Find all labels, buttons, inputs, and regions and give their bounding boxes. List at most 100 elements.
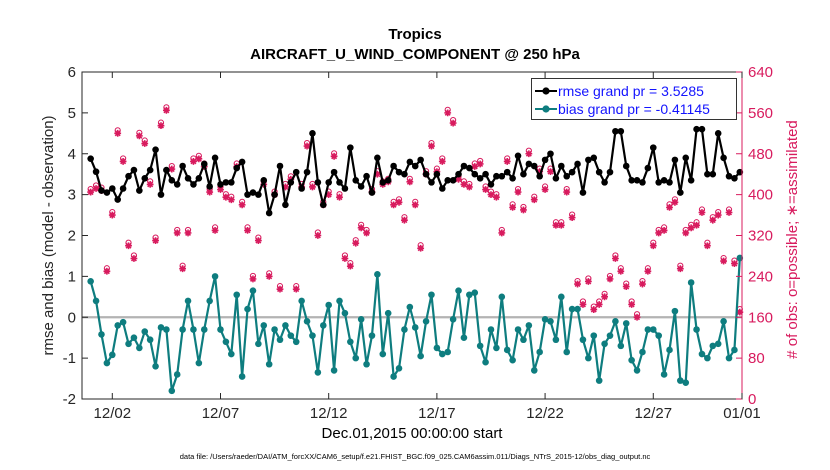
rmse-point: [314, 179, 322, 186]
rmse-point: [639, 179, 646, 186]
bias-point: [568, 305, 576, 313]
obs-assimilated-point: [687, 224, 695, 232]
bias-point: [357, 315, 365, 323]
obs-assimilated-point: [119, 158, 127, 165]
rmse-point: [222, 179, 230, 186]
bias-point: [260, 322, 268, 329]
obs-assimilated-point: [644, 267, 652, 275]
rmse-point: [649, 144, 657, 151]
rmse-point: [666, 179, 673, 186]
y-right-tick-label: 320: [748, 228, 773, 245]
bias-point: [660, 371, 668, 378]
rmse-point: [709, 170, 717, 178]
obs-assimilated-point: [135, 132, 143, 140]
bias-point: [319, 322, 327, 329]
obs-assimilated-point: [195, 155, 203, 163]
y-left-tick-label: 6: [68, 64, 76, 81]
bias-point: [455, 287, 462, 294]
bias-point: [190, 326, 197, 333]
rmse-point: [503, 168, 511, 176]
bias-point: [536, 348, 543, 356]
bias-point: [184, 297, 192, 305]
bias-point: [163, 326, 170, 333]
rmse-point: [260, 177, 268, 184]
obs-assimilated-point: [341, 255, 349, 262]
rmse-point: [179, 162, 186, 170]
obs-assimilated-point: [157, 122, 165, 130]
obs-assimilated-point: [574, 280, 581, 288]
bias-point: [720, 318, 727, 325]
bias-point: [287, 332, 295, 339]
bias-point: [298, 297, 305, 305]
y-left-axis-label: rmse and bias (model - observation): [40, 115, 57, 355]
obs-assimilated-point: [579, 301, 587, 308]
bias-point: [152, 363, 159, 370]
bias-point: [303, 318, 311, 325]
rmse-point: [476, 174, 484, 182]
bias-point: [520, 336, 527, 344]
bias-point: [211, 273, 219, 280]
bias-point: [503, 346, 511, 354]
obs-assimilated-point: [606, 275, 614, 283]
bias-point: [341, 309, 349, 317]
bias-point: [146, 336, 154, 344]
chart-title: Tropics: [388, 26, 442, 43]
bias-point: [585, 354, 592, 362]
rmse-point: [130, 166, 138, 174]
bias-point: [125, 340, 132, 348]
legend-label-bias: bias grand pr = -0.41145: [558, 101, 710, 117]
bias-point: [249, 287, 257, 294]
obs-assimilated-point: [498, 229, 506, 237]
data-file-footnote: data file: /Users/raeder/DAI/ATM_forcXX/…: [179, 452, 651, 461]
obs-assimilated-point: [622, 283, 630, 290]
bias-point: [395, 365, 403, 372]
obs-assimilated-point: [87, 188, 95, 196]
obs-assimilated-point: [547, 168, 554, 176]
bias-point: [612, 318, 619, 325]
rmse-point: [530, 162, 538, 170]
rmse-point: [541, 156, 549, 164]
obs-assimilated-point: [584, 278, 592, 285]
obs-assimilated-point: [303, 142, 311, 150]
rmse-point: [574, 160, 581, 168]
bias-point: [130, 334, 138, 341]
y-left-tick-label: -1: [63, 350, 76, 367]
bias-point: [482, 358, 489, 366]
bias-point: [736, 254, 744, 262]
rmse-point: [163, 166, 170, 174]
rmse-point: [190, 181, 197, 188]
obs-assimilated-point: [238, 201, 246, 209]
bias-point: [547, 318, 554, 325]
bias-point: [590, 332, 598, 339]
obs-assimilated-point: [660, 226, 668, 234]
rmse-point: [152, 146, 159, 153]
bias-point: [714, 340, 722, 348]
obs-assimilated-point: [206, 188, 214, 196]
y-left-tick-label: 5: [68, 105, 76, 122]
y-left-tick-label: 2: [68, 228, 76, 245]
rmse-point: [460, 162, 468, 170]
obs-assimilated-point: [325, 191, 333, 199]
obs-assimilated-point: [649, 242, 657, 250]
rmse-point: [374, 154, 381, 162]
x-tick-label: 12/02: [94, 405, 132, 422]
chart-subtitle: AIRCRAFT_U_WIND_COMPONENT @ 250 hPa: [250, 46, 580, 63]
bias-point: [725, 354, 733, 362]
obs-assimilated-point: [698, 209, 706, 216]
rmse-point: [568, 168, 576, 176]
bias-point: [687, 279, 695, 286]
rmse-point: [287, 179, 295, 186]
rmse-point: [736, 168, 744, 176]
rmse-point: [103, 189, 111, 196]
obs-assimilated-point: [357, 224, 365, 232]
bias-point: [406, 303, 414, 311]
plot-area: [82, 72, 742, 399]
obs-assimilated-point: [141, 140, 149, 147]
rmse-point: [168, 177, 176, 184]
rmse-point: [628, 177, 635, 184]
bias-point: [417, 352, 424, 360]
obs-assimilated-point: [509, 203, 517, 211]
rmse-point: [401, 170, 408, 178]
obs-assimilated-point: [265, 272, 273, 280]
obs-assimilated-point: [714, 211, 722, 219]
